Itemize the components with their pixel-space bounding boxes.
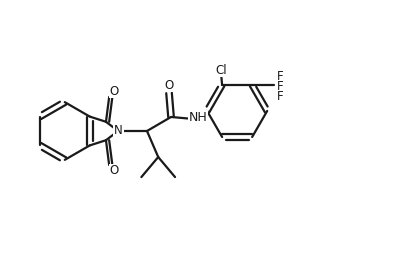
Text: N: N	[113, 124, 122, 138]
Text: O: O	[109, 164, 118, 177]
Text: F: F	[276, 80, 282, 93]
Text: O: O	[109, 85, 118, 98]
Text: NH: NH	[188, 111, 207, 124]
Text: O: O	[164, 79, 173, 92]
Text: F: F	[276, 90, 282, 103]
Text: F: F	[276, 70, 282, 83]
Text: Cl: Cl	[215, 64, 227, 77]
